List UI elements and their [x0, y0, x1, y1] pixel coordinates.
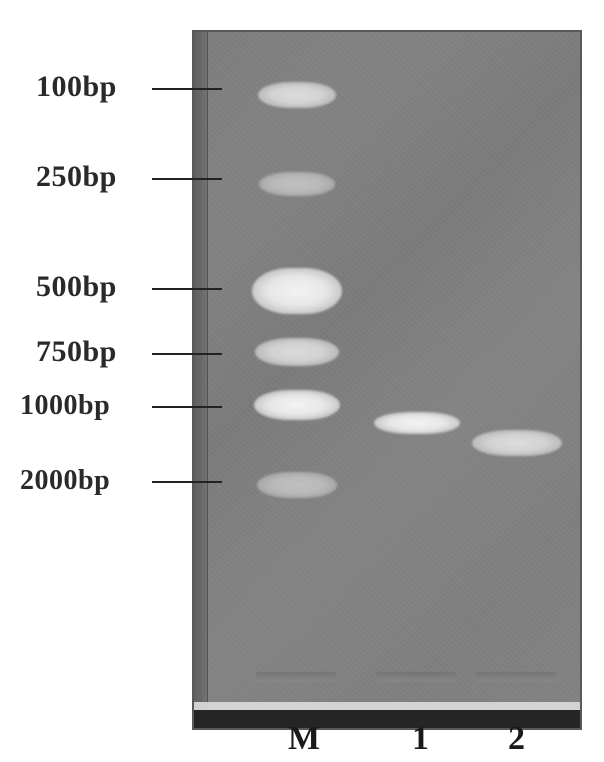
marker-label: 250bp: [36, 160, 117, 194]
marker-tick: [152, 178, 222, 180]
gel-band: [374, 412, 460, 434]
gel-band: [258, 82, 336, 108]
gel-band: [257, 472, 337, 498]
marker-label: 750bp: [36, 335, 117, 369]
gel-figure: 100bp 250bp 500bp 750bp 1000bp 2000bp M 1 2: [0, 0, 604, 762]
gel-well: [256, 672, 336, 682]
marker-tick: [152, 353, 222, 355]
gel-band: [472, 430, 562, 456]
gel-well: [476, 672, 556, 682]
gel-band: [252, 268, 342, 314]
lane-M: [250, 32, 344, 728]
gel-band: [255, 338, 339, 366]
lane-label: 1: [412, 720, 429, 758]
marker-tick: [152, 288, 222, 290]
gel-left-edge: [194, 32, 208, 728]
marker-label: 100bp: [36, 70, 117, 104]
gel-well: [376, 672, 456, 682]
marker-label: 1000bp: [20, 390, 110, 422]
marker-label: 500bp: [36, 270, 117, 304]
gel-band: [259, 172, 335, 196]
lane-label: 2: [508, 720, 525, 758]
lane-2: [470, 32, 564, 728]
gel-box: [192, 30, 582, 730]
marker-tick: [152, 88, 222, 90]
marker-tick: [152, 406, 222, 408]
gel-band: [254, 390, 340, 420]
lane-1: [370, 32, 464, 728]
marker-label: 2000bp: [20, 465, 110, 497]
lane-label: M: [288, 720, 320, 758]
marker-tick: [152, 481, 222, 483]
